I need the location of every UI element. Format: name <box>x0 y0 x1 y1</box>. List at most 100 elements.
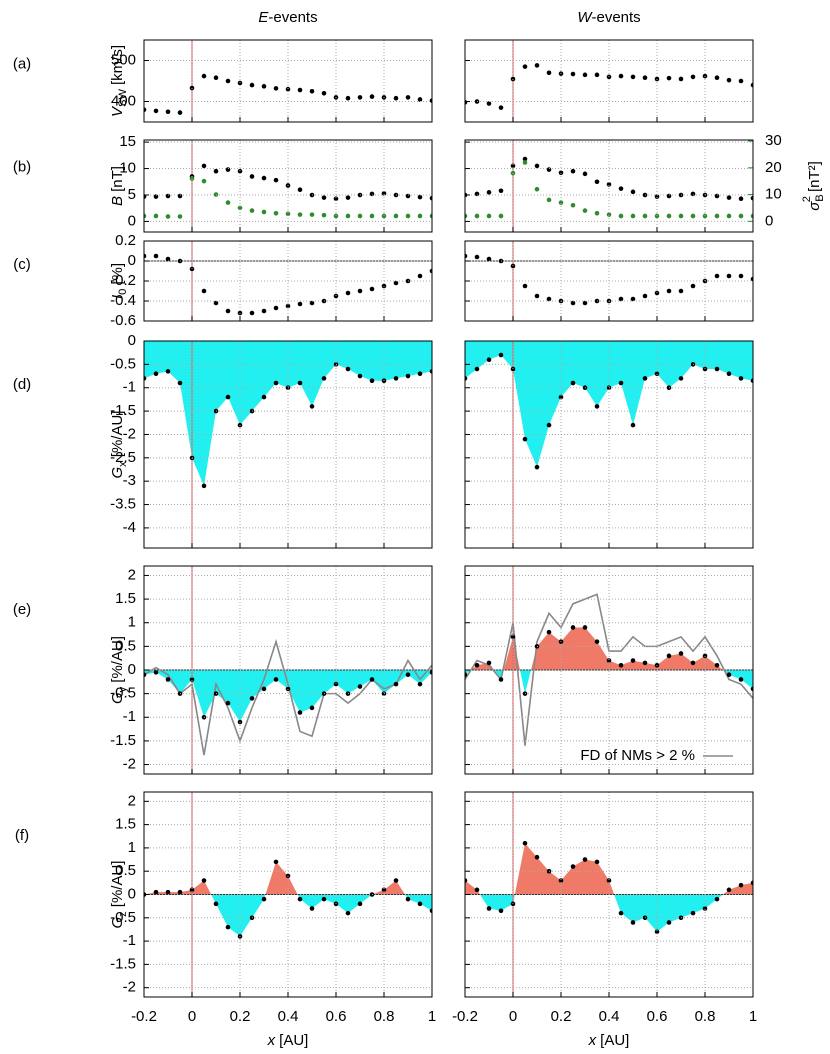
data-point <box>606 878 612 883</box>
data-point <box>285 86 291 92</box>
legend-label: FD of NMs > 2 % <box>580 747 695 764</box>
data-point <box>465 253 468 259</box>
data-point <box>321 91 327 96</box>
data-point <box>189 887 195 893</box>
data-point <box>522 160 528 165</box>
label-part: E <box>258 9 269 26</box>
data-point <box>738 273 744 279</box>
data-point <box>522 156 528 162</box>
data-point <box>750 213 753 219</box>
x-tick-label: 1 <box>749 1008 757 1025</box>
y-tick-label: 0 <box>128 252 136 269</box>
data-point <box>393 213 399 219</box>
data-point <box>273 86 279 91</box>
data-point <box>630 74 636 80</box>
label-part: x <box>267 1032 276 1049</box>
y-tick-label: -3 <box>123 472 136 489</box>
data-point <box>225 394 231 400</box>
data-point <box>405 193 411 199</box>
data-point <box>273 677 279 682</box>
data-point <box>261 686 267 692</box>
data-point <box>630 189 636 195</box>
plot-frame <box>143 340 433 549</box>
data-point <box>297 710 303 715</box>
data-point <box>201 163 207 169</box>
plot-frame <box>143 565 433 775</box>
negative-area <box>465 894 753 932</box>
data-point <box>429 908 432 914</box>
y-tick-label: -0.4 <box>110 292 136 309</box>
data-point <box>546 197 552 203</box>
data-point <box>144 672 147 678</box>
data-point <box>177 889 183 895</box>
data-point <box>750 880 753 886</box>
data-point <box>606 658 612 663</box>
data-point <box>144 213 147 219</box>
data-point <box>558 170 564 176</box>
label-part: σ <box>806 201 823 211</box>
data-point <box>189 176 195 181</box>
data-point <box>474 254 480 260</box>
data-point <box>690 191 696 197</box>
y-tick-label: 0.5 <box>115 862 136 879</box>
data-point <box>405 672 411 678</box>
data-point <box>249 310 255 316</box>
data-point <box>369 286 375 292</box>
data-point <box>750 82 753 88</box>
data-point <box>345 910 351 916</box>
data-point <box>249 174 255 179</box>
label-part: B <box>814 194 826 201</box>
data-point <box>690 74 696 80</box>
data-point <box>726 371 732 377</box>
data-point <box>726 77 732 83</box>
data-point <box>417 194 423 200</box>
plot <box>144 341 432 548</box>
data-point <box>666 288 672 294</box>
data-point <box>678 376 684 381</box>
data-point <box>297 187 303 193</box>
data-point <box>714 662 720 668</box>
x-tick-label: 0 <box>188 1008 196 1025</box>
data-point <box>249 208 255 213</box>
data-point <box>738 196 744 201</box>
plot <box>465 40 753 122</box>
plot-frame <box>464 139 754 233</box>
data-point <box>474 662 480 668</box>
data-point <box>177 380 183 386</box>
data-point <box>309 404 315 409</box>
data-point <box>201 483 207 489</box>
y-tick-label: -2.5 <box>110 449 136 466</box>
data-point <box>678 651 684 656</box>
data-point <box>486 101 492 106</box>
data-point <box>297 896 303 902</box>
data-point <box>429 268 432 274</box>
negative-area <box>465 670 753 694</box>
y-tick-label: -1 <box>123 708 136 725</box>
axis-label: x [AU] <box>588 1032 630 1049</box>
data-point <box>618 296 624 302</box>
plot <box>465 140 753 232</box>
data-point <box>165 193 171 199</box>
data-point <box>213 901 219 907</box>
data-point <box>165 109 171 115</box>
data-point <box>144 376 147 381</box>
panel-label: (c) <box>13 256 31 273</box>
label-part: I <box>109 295 126 299</box>
y-tick-label: -3.5 <box>110 496 136 513</box>
data-point <box>309 705 315 711</box>
data-point <box>429 369 432 374</box>
data-point <box>405 896 411 902</box>
x-tick-label: 0.4 <box>599 1008 620 1025</box>
data-point <box>345 213 351 219</box>
data-point <box>249 696 255 701</box>
y-tick-label: -0.5 <box>110 909 136 926</box>
data-point <box>429 213 432 219</box>
data-point <box>201 178 207 184</box>
data-point <box>630 296 636 302</box>
label-part: [nT] <box>109 166 126 192</box>
data-point <box>273 305 279 311</box>
data-point <box>594 404 600 409</box>
data-point <box>498 352 504 358</box>
data-point <box>546 629 552 635</box>
data-point <box>153 889 159 895</box>
